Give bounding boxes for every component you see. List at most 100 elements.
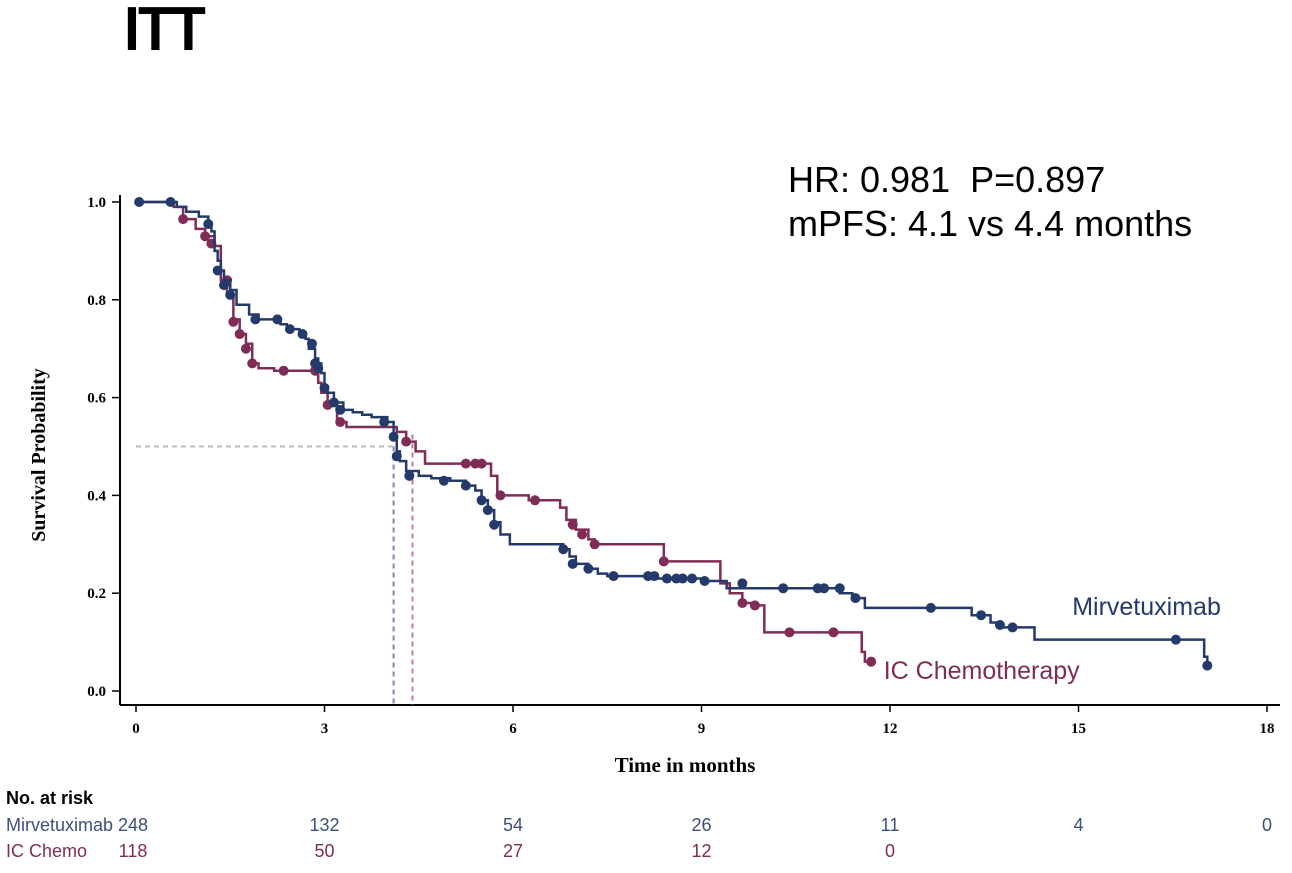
censor-mark-mirvetuximab	[482, 505, 493, 516]
y-tick-label: 0.0	[87, 684, 106, 700]
censor-mark-mirvetuximab	[225, 289, 236, 300]
censor-mark-mirvetuximab	[284, 324, 295, 335]
censor-mark-ic_chemo	[234, 329, 245, 340]
censor-mark-mirvetuximab	[778, 583, 789, 594]
censor-mark-mirvetuximab	[388, 431, 399, 442]
censor-mark-ic_chemo	[460, 458, 471, 469]
censor-mark-mirvetuximab	[476, 495, 487, 506]
censor-mark-mirvetuximab	[567, 558, 578, 569]
risk-table-header: No. at risk	[6, 788, 94, 808]
censor-mark-mirvetuximab	[737, 578, 748, 589]
y-tick-label: 0.6	[87, 391, 106, 407]
censor-mark-ic_chemo	[658, 556, 669, 567]
censor-mark-mirvetuximab	[379, 417, 390, 428]
stats-box: HR: 0.981 P=0.897 mPFS: 4.1 vs 4.4 months	[788, 158, 1192, 246]
x-tick-label: 3	[321, 721, 329, 737]
risk-value: 118	[118, 841, 148, 861]
risk-value: 132	[309, 815, 340, 835]
censor-mark-mirvetuximab	[677, 573, 688, 584]
censor-mark-mirvetuximab	[976, 610, 987, 621]
censor-mark-mirvetuximab	[819, 583, 830, 594]
censor-mark-mirvetuximab	[165, 197, 176, 207]
censor-mark-mirvetuximab	[319, 382, 330, 393]
risk-value: 11	[880, 815, 900, 835]
median-pfs-text: mPFS: 4.1 vs 4.4 months	[788, 203, 1193, 244]
hazard-ratio-text: HR: 0.981 P=0.897	[788, 159, 1106, 200]
risk-value: 54	[502, 815, 524, 835]
y-axis-label: Survival Probability	[28, 368, 50, 542]
censor-mark-mirvetuximab	[306, 338, 317, 349]
y-tick-label: 0.8	[87, 293, 106, 309]
censor-mark-mirvetuximab	[699, 575, 710, 586]
x-tick-label: 6	[509, 721, 517, 737]
censor-mark-mirvetuximab	[687, 573, 698, 584]
censor-mark-mirvetuximab	[272, 314, 283, 325]
x-tick-label: 0	[132, 721, 140, 737]
censor-mark-ic_chemo	[178, 214, 189, 225]
censor-mark-ic_chemo	[737, 597, 748, 608]
censor-mark-mirvetuximab	[218, 280, 229, 291]
censor-mark-mirvetuximab	[134, 197, 145, 207]
censor-mark-ic_chemo	[577, 529, 588, 540]
censor-mark-mirvetuximab	[1202, 660, 1213, 671]
x-axis-label: Time in months	[615, 753, 756, 777]
censor-mark-mirvetuximab	[1007, 622, 1018, 633]
censor-mark-ic_chemo	[529, 495, 540, 506]
censor-mark-mirvetuximab	[489, 519, 500, 530]
censor-mark-mirvetuximab	[328, 397, 339, 408]
censor-mark-mirvetuximab	[313, 363, 324, 374]
curve-label-ic_chemo: IC Chemotherapy	[884, 657, 1080, 685]
censor-mark-mirvetuximab	[1170, 634, 1181, 645]
risk-value: 4	[1073, 815, 1084, 835]
censor-mark-mirvetuximab	[608, 571, 619, 582]
y-tick-label: 1.0	[87, 195, 106, 211]
censor-mark-mirvetuximab	[834, 583, 845, 594]
curve-label-mirvetuximab: Mirvetuximab	[1072, 593, 1221, 621]
curve-labels: Mirvetuximab IC Chemotherapy	[884, 593, 1221, 685]
censor-mark-mirvetuximab	[404, 470, 415, 481]
censor-mark-ic_chemo	[240, 343, 251, 354]
censor-mark-mirvetuximab	[661, 573, 672, 584]
censor-mark-ic_chemo	[567, 519, 578, 530]
risk-row-label: IC Chemo	[6, 841, 88, 861]
curve-mirvetuximab	[136, 200, 1209, 667]
censor-mark-mirvetuximab	[994, 619, 1005, 630]
censor-mark-mirvetuximab	[850, 593, 861, 604]
censor-mark-mirvetuximab	[391, 451, 402, 462]
censor-mark-ic_chemo	[278, 365, 289, 376]
censor-mark-ic_chemo	[495, 490, 506, 501]
risk-value: 26	[691, 815, 712, 835]
x-tick-label: 18	[1260, 721, 1275, 737]
risk-value: 248	[117, 815, 149, 835]
censor-mark-mirvetuximab	[558, 544, 569, 555]
censor-mark-mirvetuximab	[649, 571, 660, 582]
censor-mark-ic_chemo	[828, 627, 839, 638]
censor-mark-ic_chemo	[589, 539, 600, 550]
risk-value: 0	[884, 841, 896, 861]
censor-mark-mirvetuximab	[212, 265, 223, 276]
censor-mark-mirvetuximab	[250, 314, 261, 325]
risk-value: 50	[314, 841, 335, 861]
y-tick-label: 0.2	[87, 586, 106, 602]
axes: 0 3 6 9 12 15 18 0.0 0.2 0.4 0.6 0.8 1.0 Time in mont…	[28, 195, 1280, 777]
censor-mark-ic_chemo	[866, 656, 877, 667]
censor-mark-ic_chemo	[476, 458, 487, 469]
censor-mark-ic_chemo	[784, 627, 795, 638]
risk-value: 27	[502, 841, 524, 861]
censor-mark-ic_chemo	[200, 231, 211, 242]
censor-mark-ic_chemo	[335, 417, 346, 428]
risk-value: 12	[691, 841, 712, 861]
censor-mark-mirvetuximab	[583, 563, 594, 574]
x-tick-label: 9	[698, 721, 706, 737]
censor-mark-ic_chemo	[401, 436, 412, 447]
censor-mark-mirvetuximab	[203, 219, 214, 230]
censor-mark-mirvetuximab	[297, 329, 308, 340]
median-reference-lines	[136, 434, 414, 705]
survival-curves	[134, 197, 1213, 671]
y-tick-label: 0.4	[87, 488, 106, 504]
censor-mark-mirvetuximab	[460, 480, 471, 491]
censor-mark-ic_chemo	[247, 358, 258, 369]
censor-mark-mirvetuximab	[925, 602, 936, 613]
risk-value: 0	[1261, 815, 1273, 835]
